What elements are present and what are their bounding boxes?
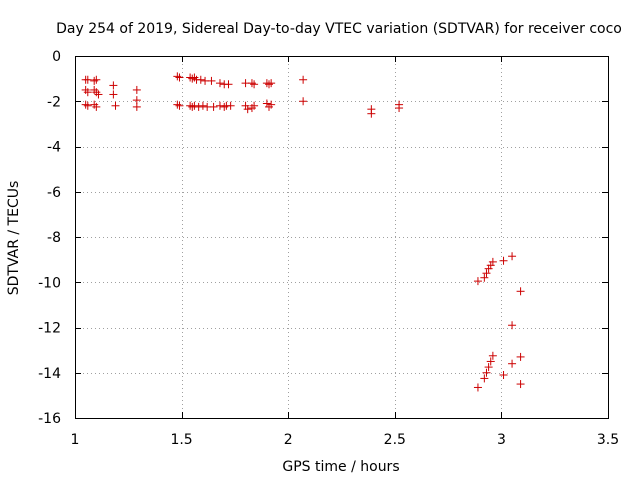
data-point bbox=[480, 273, 489, 282]
x-tick-label: 1.5 bbox=[170, 432, 192, 448]
data-point bbox=[247, 104, 256, 113]
data-point bbox=[243, 105, 252, 114]
y-tick-label: -2 bbox=[47, 94, 61, 110]
data-point bbox=[516, 287, 525, 296]
data-point bbox=[508, 321, 517, 330]
data-point bbox=[92, 102, 101, 111]
data-point bbox=[508, 359, 517, 368]
data-point bbox=[109, 81, 118, 90]
data-point bbox=[480, 374, 489, 383]
data-point bbox=[499, 371, 508, 380]
y-tick-label: -12 bbox=[38, 321, 61, 337]
data-point bbox=[207, 76, 216, 85]
data-point bbox=[299, 97, 308, 106]
data-point bbox=[92, 88, 101, 97]
data-point bbox=[111, 101, 120, 110]
grid-lines bbox=[75, 56, 608, 418]
data-point bbox=[250, 101, 259, 110]
x-tick-label: 3 bbox=[497, 432, 506, 448]
data-point bbox=[132, 85, 141, 94]
data-point bbox=[488, 351, 497, 360]
data-point bbox=[226, 101, 235, 110]
data-point bbox=[299, 75, 308, 84]
x-tick-label: 2 bbox=[284, 432, 293, 448]
data-point bbox=[499, 256, 508, 265]
chart-title: Day 254 of 2019, Sidereal Day-to-day VTE… bbox=[56, 21, 622, 37]
data-point bbox=[250, 80, 259, 89]
data-point bbox=[241, 101, 250, 110]
data-point bbox=[486, 261, 495, 270]
data-point bbox=[188, 74, 197, 83]
data-point bbox=[83, 88, 92, 97]
data-point bbox=[175, 73, 184, 82]
x-tick-label: 1 bbox=[71, 432, 80, 448]
data-point bbox=[173, 72, 182, 81]
data-point bbox=[190, 101, 199, 110]
y-tick-label: -4 bbox=[47, 140, 61, 156]
data-points bbox=[81, 72, 525, 392]
x-tick-label: 3.5 bbox=[597, 432, 619, 448]
data-point bbox=[94, 90, 103, 99]
tick-labels: 1 1.5 2 2.5 3 3.5 0 -2 -4 -6 -8 -10 -12 -14 -16 bbox=[38, 49, 619, 448]
data-point bbox=[265, 80, 274, 89]
data-point bbox=[81, 100, 90, 109]
axis-ticks bbox=[75, 56, 609, 419]
data-point bbox=[488, 257, 497, 266]
data-point bbox=[224, 80, 233, 89]
data-point bbox=[473, 277, 482, 286]
data-point bbox=[90, 76, 99, 85]
data-point bbox=[482, 269, 491, 278]
x-axis-label: GPS time / hours bbox=[282, 459, 399, 475]
data-point bbox=[175, 101, 184, 110]
x-tick-label: 2.5 bbox=[384, 432, 406, 448]
data-point bbox=[209, 102, 218, 111]
data-point bbox=[516, 380, 525, 389]
data-point bbox=[267, 79, 276, 88]
data-point bbox=[173, 100, 182, 109]
data-point bbox=[508, 252, 517, 261]
data-point bbox=[482, 368, 491, 377]
data-point bbox=[484, 363, 493, 372]
data-point bbox=[220, 102, 229, 111]
data-point bbox=[215, 79, 224, 88]
data-point bbox=[132, 102, 141, 111]
data-point bbox=[132, 96, 141, 105]
data-point bbox=[194, 102, 203, 111]
data-point bbox=[83, 101, 92, 110]
data-point bbox=[247, 79, 256, 88]
y-tick-label: -16 bbox=[38, 411, 61, 427]
data-point bbox=[473, 383, 482, 392]
data-point bbox=[81, 85, 90, 94]
y-tick-label: -6 bbox=[47, 185, 61, 201]
data-point bbox=[83, 75, 92, 84]
data-point bbox=[190, 73, 199, 82]
data-point bbox=[395, 104, 404, 113]
data-point bbox=[367, 109, 376, 118]
data-point bbox=[267, 100, 276, 109]
data-point bbox=[198, 101, 207, 110]
y-tick-label: 0 bbox=[52, 49, 61, 65]
data-point bbox=[90, 85, 99, 94]
data-point bbox=[196, 75, 205, 84]
data-point bbox=[486, 357, 495, 366]
y-tick-label: -14 bbox=[38, 366, 61, 382]
data-point bbox=[109, 90, 118, 99]
data-point bbox=[262, 99, 271, 108]
y-tick-label: -10 bbox=[38, 275, 61, 291]
y-axis-label: SDTVAR / TECUs bbox=[6, 181, 22, 296]
data-point bbox=[265, 102, 274, 111]
data-point bbox=[484, 264, 493, 273]
data-point bbox=[516, 352, 525, 361]
y-tick-label: -8 bbox=[47, 230, 61, 246]
data-point bbox=[92, 75, 101, 84]
